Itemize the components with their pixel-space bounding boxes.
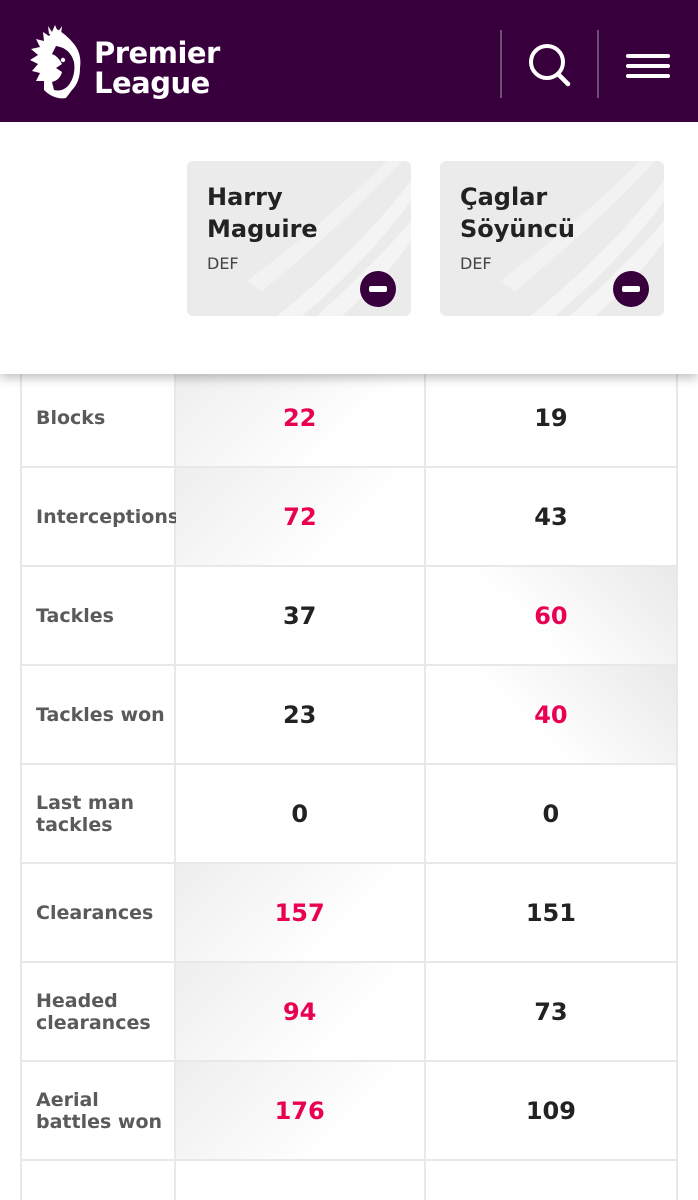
stat-label: Headed clearances	[22, 963, 176, 1060]
stat-label: Interceptions	[22, 468, 179, 565]
player-name: Harry Maguire	[207, 181, 397, 245]
player-2-value: 109	[525, 1096, 576, 1125]
player-name: Çaglar Söyüncü	[460, 181, 650, 245]
stat-row-clearances: Clearances 157 151	[22, 864, 676, 963]
player-card-1[interactable]: Harry Maguire DEF	[187, 161, 411, 316]
player-2-value: 0	[542, 799, 560, 828]
player-2-value: 151	[525, 898, 576, 927]
player-2-value: 19	[534, 403, 568, 432]
stat-row-headed-clearances: Headed clearances 94 73	[22, 963, 676, 1062]
menu-button[interactable]	[610, 38, 690, 92]
lion-logo-icon[interactable]	[22, 24, 88, 104]
site-header: Premier League	[0, 0, 698, 122]
player-1-value: 157	[175, 864, 426, 961]
search-button[interactable]	[508, 38, 588, 92]
player-1-value: 72	[176, 468, 426, 565]
stat-row-tackles: Tackles 37 60	[22, 567, 676, 666]
player-1-value: 23	[176, 666, 426, 763]
player-1-value: 94	[175, 963, 426, 1060]
stat-label: Blocks	[22, 369, 176, 466]
player-position: DEF	[460, 254, 492, 273]
player-last-name: Söyüncü	[460, 215, 575, 243]
player-last-name: Maguire	[207, 215, 318, 243]
stats-table: Blocks 22 19 Interceptions 72 43 Tackles…	[20, 368, 678, 1200]
player-2-value	[426, 1161, 676, 1200]
brand-line-1: Premier	[94, 36, 220, 70]
player-compare-panel: Harry Maguire DEF Çaglar Söyüncü DEF	[0, 122, 698, 374]
header-divider	[597, 30, 599, 98]
card-pattern	[247, 161, 411, 316]
brand-line-2: League	[94, 66, 210, 100]
stat-label	[22, 1161, 176, 1200]
player-2-value: 73	[534, 997, 568, 1026]
remove-player-button[interactable]	[613, 271, 649, 307]
player-1-value: 0	[176, 765, 426, 862]
stat-row-last-man-tackles: Last man tackles 0 0	[22, 765, 676, 864]
stat-row-blocks: Blocks 22 19	[22, 369, 676, 468]
stat-label: Clearances	[22, 864, 176, 961]
stat-label: Tackles won	[22, 666, 176, 763]
player-1-value	[176, 1161, 426, 1200]
hamburger-icon	[626, 54, 670, 58]
player-first-name: Harry	[207, 183, 283, 211]
stat-row-tackles-won: Tackles won 23 40	[22, 666, 676, 765]
hamburger-icon	[626, 74, 670, 78]
player-1-value: 22	[175, 369, 426, 466]
player-1-value: 37	[176, 567, 426, 664]
stat-label: Last man tackles	[22, 765, 176, 862]
header-divider	[500, 30, 502, 98]
search-icon	[529, 44, 571, 87]
brand-wordmark[interactable]: Premier League	[94, 38, 220, 98]
stat-row-interceptions: Interceptions 72 43	[22, 468, 676, 567]
player-2-value: 60	[425, 567, 676, 664]
stat-row-next	[22, 1161, 676, 1200]
player-position: DEF	[207, 254, 239, 273]
player-2-value: 40	[425, 666, 676, 763]
hamburger-icon	[626, 64, 670, 68]
player-card-2[interactable]: Çaglar Söyüncü DEF	[440, 161, 664, 316]
remove-player-button[interactable]	[360, 271, 396, 307]
stat-label: Tackles	[22, 567, 176, 664]
player-1-value: 176	[175, 1062, 426, 1159]
stat-label: Aerial battles won	[22, 1062, 176, 1159]
player-2-value: 43	[534, 502, 568, 531]
stat-row-aerial-battles-won: Aerial battles won 176 109	[22, 1062, 676, 1161]
player-first-name: Çaglar	[460, 183, 548, 211]
card-pattern	[500, 161, 664, 316]
